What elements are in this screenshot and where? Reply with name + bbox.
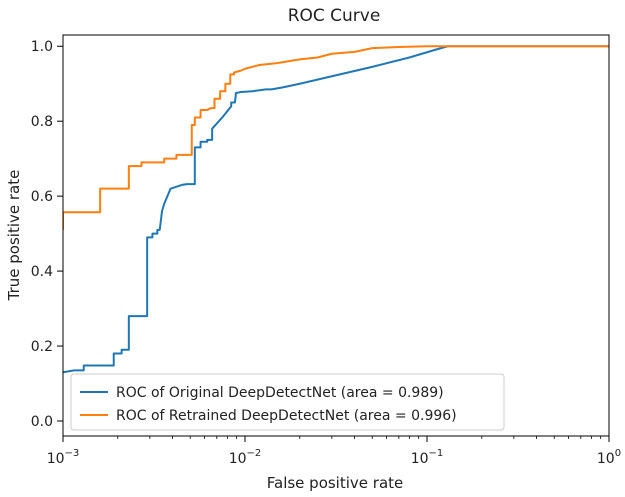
x-axis-label: False positive rate [267,474,404,492]
x-tick-label: 10−1 [411,448,444,467]
chart-title: ROC Curve [288,6,381,26]
legend-label-1: ROC of Original DeepDetectNet (area = 0.… [116,385,444,401]
y-tick-label: 0.0 [31,414,53,430]
series-lines [63,45,609,374]
series-line-2 [63,45,609,230]
series-line-1 [63,45,609,374]
y-tick-label: 0.2 [31,339,53,355]
x-tick-label: 10−3 [47,448,80,467]
y-tick-label: 0.4 [31,264,53,280]
plot-frame [62,34,610,437]
x-tick-label: 100 [597,448,621,467]
y-tick-label: 0.8 [31,114,53,130]
y-tick-label: 1.0 [31,39,53,55]
x-axis-ticks: 10−3 10−2 10−1 100 [47,436,621,467]
y-axis-label: True positive rate [5,170,23,302]
legend: ROC of Original DeepDetectNet (area = 0.… [70,373,505,431]
legend-box [70,373,505,431]
y-axis-ticks: 0.0 0.2 0.4 0.6 0.8 1.0 [31,39,63,430]
y-tick-label: 0.6 [31,189,53,205]
legend-label-2: ROC of Retrained DeepDetectNet (area = 0… [116,408,457,424]
x-tick-label: 10−2 [229,448,262,467]
